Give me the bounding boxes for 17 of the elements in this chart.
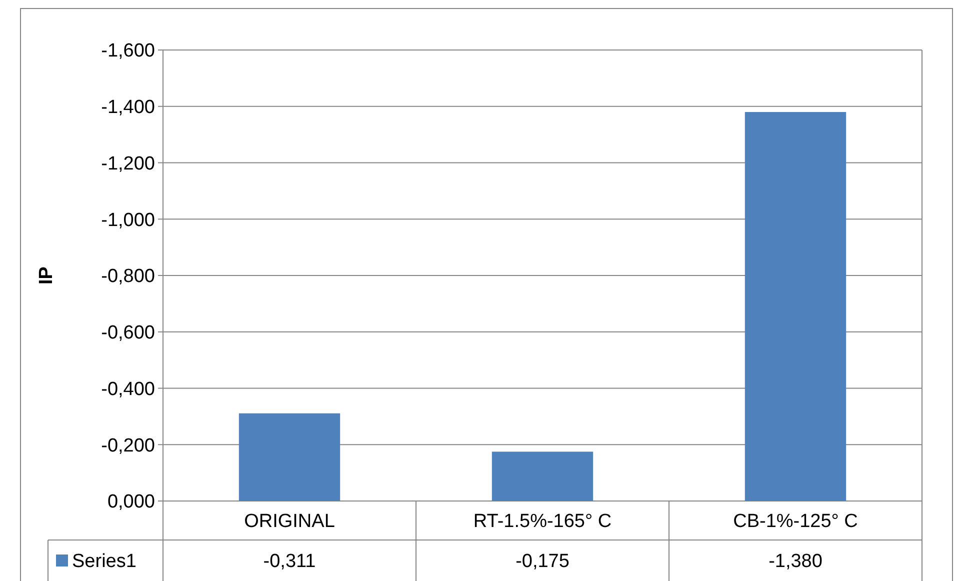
y-tick-label: -0,800 [101,266,155,288]
x-tick-label: CB-1%-125° C [733,511,858,532]
y-tick-label: 0,000 [107,492,155,513]
data-label: -0,175 [516,551,570,572]
y-tick-label: -1,000 [101,210,155,231]
legend-label: Series1 [72,551,136,572]
y-tick-label: -0,600 [101,322,155,344]
y-tick-label: -0,400 [101,378,155,400]
data-label: -0,311 [263,551,316,572]
y-tick-label: -1,400 [101,97,155,118]
data-label: -1,380 [768,551,822,572]
y-tick-label: -1,200 [101,153,155,174]
x-tick-label: RT-1.5%-165° C [473,511,612,532]
x-tick-label: ORIGINAL [244,511,335,532]
y-axis-title: IP [36,266,57,284]
y-tick-label: -0,200 [101,435,155,456]
y-tick-label: -1,600 [101,40,155,62]
